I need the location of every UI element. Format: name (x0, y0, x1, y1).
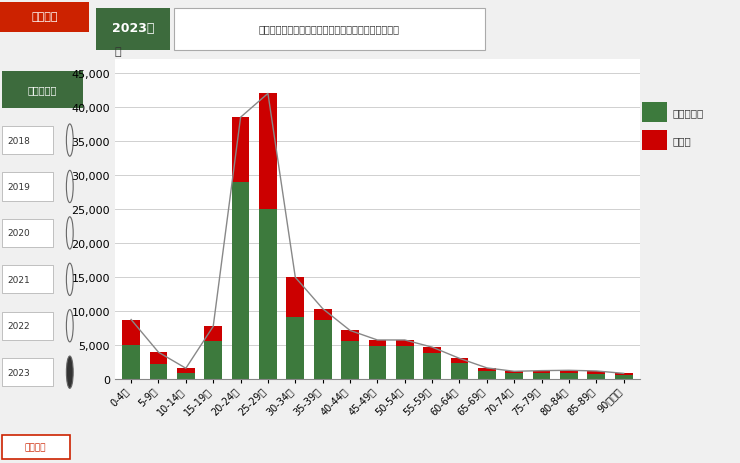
Bar (286, 317, 304, 380)
Bar (122, 320, 140, 346)
Bar (232, 118, 249, 182)
Bar (505, 371, 523, 373)
FancyBboxPatch shape (1, 266, 53, 294)
Bar (423, 353, 441, 380)
Text: 東京都: 東京都 (672, 136, 691, 146)
FancyBboxPatch shape (174, 9, 485, 51)
Bar (615, 375, 633, 380)
Text: 2019: 2019 (7, 182, 30, 192)
Text: 東京都以外: 東京都以外 (672, 107, 703, 118)
Text: 国内間移動: 国内間移動 (28, 85, 57, 95)
Bar (560, 373, 578, 380)
Bar (615, 374, 633, 375)
Bar (204, 342, 222, 380)
Text: 2023年: 2023年 (112, 22, 155, 35)
Bar (149, 365, 167, 380)
Bar (423, 347, 441, 353)
FancyBboxPatch shape (0, 3, 89, 33)
FancyBboxPatch shape (1, 312, 53, 340)
Text: 2023: 2023 (7, 368, 30, 377)
Text: 2018: 2018 (7, 136, 30, 145)
FancyBboxPatch shape (96, 9, 170, 51)
Bar (341, 331, 359, 342)
Bar (396, 340, 414, 346)
Bar (314, 309, 332, 320)
Bar (396, 346, 414, 380)
Bar (588, 374, 605, 380)
Text: 2021: 2021 (7, 275, 30, 284)
Bar (177, 373, 195, 380)
Bar (642, 102, 667, 123)
Bar (588, 371, 605, 374)
Bar (478, 368, 496, 371)
Bar (451, 358, 468, 363)
Bar (341, 342, 359, 380)
Bar (122, 346, 140, 380)
Text: 年齢分析: 年齢分析 (31, 12, 58, 22)
Bar (259, 210, 277, 380)
Bar (149, 352, 167, 365)
FancyBboxPatch shape (1, 72, 84, 108)
Text: 2020: 2020 (7, 229, 30, 238)
Bar (560, 370, 578, 373)
Bar (204, 326, 222, 342)
Bar (533, 371, 551, 373)
Text: 2022: 2022 (7, 322, 30, 331)
Bar (642, 131, 667, 151)
Bar (478, 371, 496, 380)
Bar (232, 182, 249, 380)
FancyBboxPatch shape (1, 127, 53, 155)
Circle shape (67, 356, 73, 388)
Bar (177, 369, 195, 373)
Bar (369, 346, 386, 380)
FancyBboxPatch shape (1, 435, 70, 459)
FancyBboxPatch shape (1, 219, 53, 248)
Text: 人: 人 (114, 47, 121, 57)
FancyBboxPatch shape (1, 358, 53, 387)
Bar (533, 373, 551, 380)
Bar (314, 320, 332, 380)
Bar (369, 340, 386, 346)
Bar (505, 373, 523, 380)
Text: 埼玉県の東京都以外等からの年齢別転入者数（男女）: 埼玉県の東京都以外等からの年齢別転入者数（男女） (259, 24, 400, 34)
Bar (451, 363, 468, 380)
Bar (286, 278, 304, 317)
FancyBboxPatch shape (1, 173, 53, 201)
Bar (259, 94, 277, 210)
Text: 操作方法: 操作方法 (25, 443, 47, 451)
